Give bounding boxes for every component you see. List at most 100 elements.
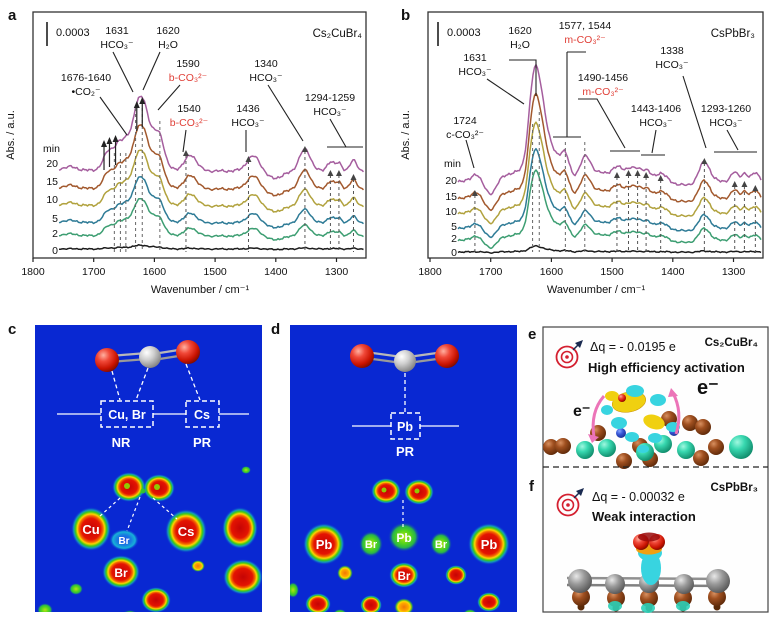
panel-a-peak-guides xyxy=(101,97,357,252)
panel-a-x-axis: 1800 1700 1600 1500 1400 1300 xyxy=(21,258,348,278)
peak-annotation-species: HCO₃⁻ xyxy=(458,66,492,78)
x-tick-label: 1800 xyxy=(21,266,45,278)
panel-b-plot-box xyxy=(427,11,764,259)
electron-label: e⁻ xyxy=(573,403,590,420)
peak-annotation-species: m-CO₃²⁻ xyxy=(582,86,624,98)
x-tick-label: 1300 xyxy=(325,266,349,278)
peak-annotation-species: HCO₃⁻ xyxy=(231,117,265,129)
peak-arrow-head xyxy=(657,175,664,181)
time-label: 5 xyxy=(451,221,457,233)
x-tick-label: 1400 xyxy=(264,266,288,278)
atom-label-br: Br xyxy=(398,571,411,583)
molecular-cluster-e xyxy=(543,385,753,469)
oxygen-atom xyxy=(176,340,200,364)
peak-annotation-wavenumber: 1340 xyxy=(254,58,278,70)
peak-annotation-wavenumber: 1724 xyxy=(453,115,477,127)
panel-a-plot-box xyxy=(32,11,367,259)
peak-arrow-head xyxy=(701,158,708,164)
carbon-atom xyxy=(394,350,416,372)
peak-arrow-head xyxy=(112,135,119,142)
charge-isosurface-teal xyxy=(676,601,690,611)
panel-b-peak-guides xyxy=(471,112,759,252)
atom-label-br: Br xyxy=(365,539,378,551)
peak-annotation-wavenumber: 1294-1259 xyxy=(305,92,355,104)
atom-label-pb: Pb xyxy=(481,537,498,552)
charge-isosurface-cyan xyxy=(648,433,662,443)
panel-b-scale-bar-value: 0.0003 xyxy=(447,27,481,39)
charge-isosurface-cyan xyxy=(626,385,644,397)
charge-isosurface-cyan xyxy=(625,432,639,442)
panel-c: c xyxy=(8,321,262,612)
panel-b-y-axis-label: Abs. / a.u. xyxy=(400,110,412,160)
panel-b: b Abs. / a.u. 0.0003 CsPbBr₃ 1800 1700 160… xyxy=(400,7,764,296)
peak-annotation-species: HCO₃⁻ xyxy=(313,106,347,118)
panel-b-spectra-curves xyxy=(457,63,762,254)
peak-arrow-head xyxy=(643,172,650,178)
panel-a-scale-bar-value: 0.0003 xyxy=(56,27,90,39)
peak-annotation-wavenumber: 1436 xyxy=(236,103,260,115)
spectrum-curve-a-15min xyxy=(58,124,365,197)
peak-arrow-head xyxy=(731,181,738,187)
panel-f-caption: Weak interaction xyxy=(592,509,696,524)
electron-transfer-arrows xyxy=(588,388,681,443)
peak-annotation-wavenumber: 1577, 1544 xyxy=(559,20,612,32)
peak-arrow-head xyxy=(625,170,632,176)
panel-d: d xyxy=(271,321,517,612)
peak-arrow-head xyxy=(327,170,334,176)
peak-annotation-species: H₂O xyxy=(158,39,178,51)
atom-label-br-small: Br xyxy=(118,536,129,547)
x-tick-label: 1800 xyxy=(418,266,442,278)
carbon-atom xyxy=(139,346,161,368)
peak-annotation-species: m-CO₃²⁻ xyxy=(564,34,606,46)
x-tick-label: 1500 xyxy=(600,266,624,278)
charge-transfer-value: Δq = - 0.00032 e xyxy=(592,490,685,504)
atom-label-pb: Pb xyxy=(396,531,411,545)
site-pr-name: PR xyxy=(193,435,212,450)
peak-annotation-wavenumber: 1590 xyxy=(176,58,200,70)
peak-arrow-head xyxy=(350,174,357,180)
panel-b-x-axis-label: Wavenumber / cm⁻¹ xyxy=(547,284,646,296)
spectrum-curve-b-2min xyxy=(457,169,762,250)
x-tick-label: 1600 xyxy=(143,266,167,278)
peak-arrow-head xyxy=(752,185,759,191)
peak-annotation-species: HCO₃⁻ xyxy=(709,117,743,129)
time-label: 20 xyxy=(445,175,457,187)
spectrum-curve-a-2min xyxy=(58,197,364,241)
time-series-header: min xyxy=(43,143,60,155)
atom-label-cs: Cs xyxy=(178,524,195,539)
time-label: 20 xyxy=(46,158,58,170)
peak-annotation-species: •CO₂⁻ xyxy=(71,86,101,98)
peak-arrow-head xyxy=(471,190,478,196)
panel-d-charge-density-map xyxy=(290,478,510,612)
peak-annotation-species: H₂O xyxy=(510,39,530,51)
peak-annotation-species: HCO₃⁻ xyxy=(249,72,283,84)
peak-annotation-wavenumber: 1676-1640 xyxy=(61,72,111,84)
peak-arrow-head xyxy=(139,97,146,104)
time-label: 10 xyxy=(46,194,58,206)
time-label: 10 xyxy=(445,206,457,218)
panel-f-compound-label: CsPbBr₃ xyxy=(711,482,759,494)
peak-annotation-species: HCO₃⁻ xyxy=(655,59,689,71)
x-tick-label: 1700 xyxy=(82,266,106,278)
panel-d-label: d xyxy=(271,321,280,338)
peak-annotation-wavenumber: 1490-1456 xyxy=(578,72,628,84)
spectrum-curve-b-0min xyxy=(457,244,762,254)
bullseye-icon xyxy=(555,340,583,369)
atom-label-br: Br xyxy=(435,539,448,551)
peak-arrow-head xyxy=(634,170,641,176)
peak-annotation-species: HCO₃⁻ xyxy=(100,39,134,51)
peak-annotation-wavenumber: 1631 xyxy=(463,52,487,64)
time-label: 15 xyxy=(445,191,457,203)
site-box-pr-label: Cs xyxy=(194,408,210,422)
panel-c-interaction-dashes xyxy=(98,496,178,532)
charge-transfer-value: Δq = - 0.0195 e xyxy=(590,340,676,354)
x-tick-label: 1600 xyxy=(540,266,564,278)
panel-b-annotation-leader-lines xyxy=(465,51,757,169)
panel-b-compound-label: CsPbBr₃ xyxy=(711,28,756,40)
charge-isosurface-teal xyxy=(641,603,655,613)
spectrum-curve-a-0min xyxy=(59,243,364,251)
oxygen-atom xyxy=(350,344,374,368)
panel-a-label: a xyxy=(8,7,17,24)
